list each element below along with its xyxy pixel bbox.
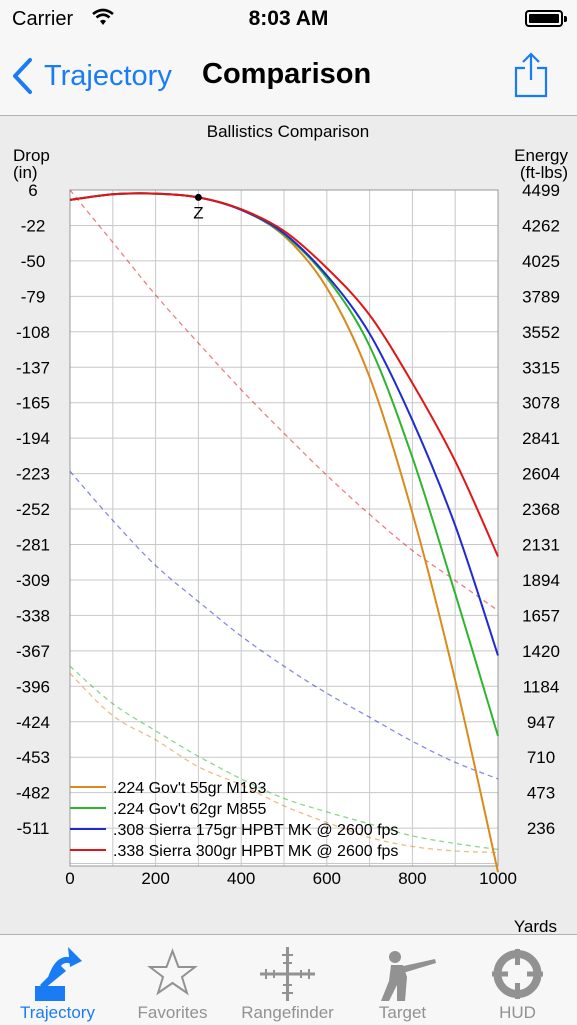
drop-tick-label: -453 [16,748,50,767]
drop-tick-label: -482 [16,784,50,803]
legend-label-3: .308 Sierra 175gr HPBT MK @ 2600 fps [113,822,398,839]
energy-tick-label: 1184 [523,677,560,696]
energy-tick-label: 2131 [522,536,560,555]
drop-tick-label: -22 [21,216,46,235]
drop-tick-label: -309 [16,571,50,590]
energy-tick-label: 1420 [522,642,560,661]
drop-curve-4 [69,192,499,557]
energy-tick-label: 710 [527,748,555,767]
battery-icon [525,10,567,27]
energy-tick-label: 473 [527,784,555,803]
energy-tick-label: 3315 [522,358,560,377]
drop-tick-label: -424 [16,713,50,732]
tab-target-label: Target [378,1003,427,1022]
energy-tick-label: 2368 [522,500,560,519]
drop-tick-label: -50 [21,252,46,271]
navigation-bar: Trajectory Comparison [0,40,577,116]
drop-tick-label: -338 [16,606,50,625]
zero-marker-label: Z [193,203,203,222]
page-title: Comparison [202,58,372,90]
drop-tick-label: -396 [16,677,50,696]
drop-tick-label: -108 [16,323,50,342]
drop-tick-label: -511 [17,819,50,838]
drop-tick-label: -252 [16,500,50,519]
chevron-left-icon [13,58,32,94]
energy-tick-label: 4025 [522,252,560,271]
wifi-icon [92,8,114,25]
energy-tick-label: 3552 [522,323,560,342]
tab-favorites-label: Favorites [137,1003,208,1022]
drop-tick-label: -79 [21,287,46,306]
drop-tick-label: -137 [16,358,50,377]
x-tick-label: 600 [313,869,341,888]
plot-border [69,189,499,867]
energy-curve-2 [69,665,499,851]
back-button-label: Trajectory [44,59,172,92]
chart-title: Ballistics Comparison [207,122,370,141]
x-tick-label: 200 [141,869,169,888]
status-bar: Carrier 8:03 AM [0,0,577,40]
carrier-label: Carrier [12,8,74,30]
drop-tick-label: -194 [16,429,50,448]
tab-hud[interactable]: HUD [460,935,575,1025]
share-icon[interactable] [511,50,551,100]
energy-curve-3 [69,470,499,780]
energy-curve-1 [69,672,499,854]
energy-tick-label: 2604 [522,465,560,484]
energy-tick-label: 947 [527,713,555,732]
tab-trajectory[interactable]: Trajectory [0,935,115,1025]
tab-rangefinder-label: Rangefinder [241,1003,334,1022]
crosshair-icon [260,947,315,1001]
drop-tick-label: -281 [16,536,50,555]
tab-trajectory-label: Trajectory [20,1003,95,1022]
rifleman-icon [381,951,436,1001]
x-tick-label: 400 [227,869,255,888]
legend-label-4: .338 Sierra 300gr HPBT MK @ 2600 fps [113,843,398,860]
drop-tick-label: -223 [16,465,50,484]
left-axis-label-line1: Drop [13,146,50,165]
star-icon [147,948,198,996]
tab-bar: Trajectory Favorites Rangefinder Target [0,934,577,1025]
energy-tick-label: 4262 [522,216,560,235]
tab-favorites[interactable]: Favorites [115,935,230,1025]
energy-tick-label: 4499 [522,181,560,200]
energy-tick-label: 1894 [522,571,560,590]
legend-label-1: .224 Gov't 55gr M193 [113,780,266,797]
hud-icon [492,949,543,999]
trajectory-icon [35,947,82,1001]
x-tick-label: 1000 [479,869,517,888]
energy-tick-label: 1657 [522,606,560,625]
drop-tick-label: -165 [16,394,50,413]
energy-tick-label: 3789 [522,287,560,306]
tab-hud-label: HUD [499,1003,536,1022]
energy-tick-label: 236 [527,819,555,838]
energy-tick-label: 2841 [522,429,560,448]
back-button[interactable]: Trajectory [10,56,172,96]
drop-tick-label: -367 [16,642,50,661]
x-tick-label: 0 [65,869,74,888]
tab-target[interactable]: Target [345,935,460,1025]
drop-tick-label: 6 [28,181,37,200]
status-time: 8:03 AM [248,7,329,30]
right-axis-label-line2: (ft-lbs) [520,163,568,182]
legend-label-2: .224 Gov't 62gr M855 [113,801,266,818]
x-axis-label: Yards [514,917,557,934]
ballistics-chart: Ballistics Comparison Drop (in) Energy (ft-l… [0,116,577,936]
tab-rangefinder[interactable]: Rangefinder [230,935,345,1025]
right-axis-label-line1: Energy [514,146,568,165]
x-tick-label: 800 [398,869,426,888]
zero-marker-dot [194,193,202,201]
chart-canvas: Ballistics Comparison Drop(in) Energy(ft-l… [13,122,568,936]
left-axis-label-line2: (in) [13,163,38,182]
energy-tick-label: 3078 [522,394,560,413]
